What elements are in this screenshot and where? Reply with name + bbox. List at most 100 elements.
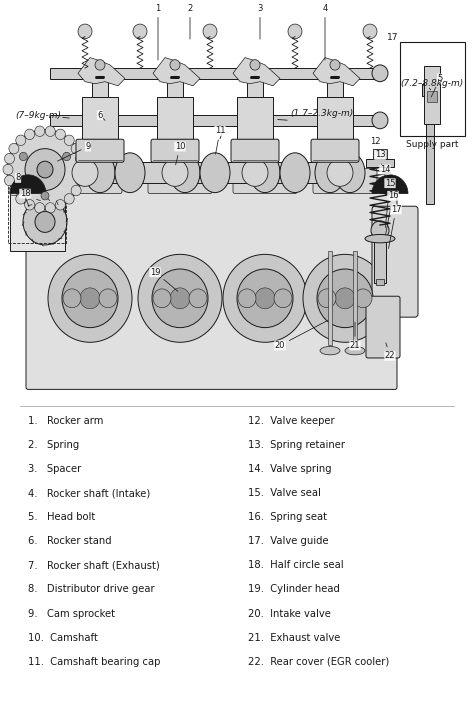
- Circle shape: [63, 152, 71, 161]
- Circle shape: [354, 289, 372, 308]
- Text: 10.  Camshaft: 10. Camshaft: [28, 633, 98, 643]
- FancyBboxPatch shape: [366, 296, 400, 358]
- Circle shape: [303, 254, 387, 342]
- Circle shape: [372, 65, 388, 82]
- Circle shape: [71, 144, 81, 154]
- Bar: [376, 279, 384, 284]
- Circle shape: [78, 24, 92, 39]
- FancyBboxPatch shape: [148, 168, 212, 194]
- Circle shape: [335, 288, 355, 309]
- Bar: [8, 182, 66, 243]
- Circle shape: [48, 254, 132, 342]
- Text: 11: 11: [215, 126, 225, 154]
- Text: 4.   Rocker shaft (Intake): 4. Rocker shaft (Intake): [28, 488, 150, 498]
- Text: 3.   Spacer: 3. Spacer: [28, 464, 81, 474]
- Circle shape: [55, 199, 65, 210]
- Text: 21.  Exhaust valve: 21. Exhaust valve: [248, 633, 340, 643]
- FancyBboxPatch shape: [76, 139, 124, 162]
- Circle shape: [99, 289, 117, 308]
- Bar: [157, 97, 193, 139]
- Text: 8.   Distributor drive gear: 8. Distributor drive gear: [28, 584, 155, 594]
- Bar: [50, 162, 360, 183]
- Circle shape: [189, 289, 207, 308]
- Text: 15.  Valve seal: 15. Valve seal: [248, 488, 321, 498]
- Circle shape: [80, 288, 100, 309]
- Bar: [427, 91, 437, 101]
- Text: 10: 10: [175, 142, 185, 165]
- Bar: [10, 183, 65, 251]
- Circle shape: [237, 269, 293, 327]
- Text: 3: 3: [257, 4, 263, 39]
- Bar: [353, 251, 357, 346]
- Circle shape: [162, 159, 188, 187]
- Wedge shape: [372, 175, 408, 194]
- Ellipse shape: [85, 153, 115, 193]
- FancyBboxPatch shape: [58, 168, 122, 194]
- Text: 6: 6: [97, 111, 105, 120]
- Circle shape: [16, 135, 26, 146]
- Text: 21: 21: [350, 322, 360, 350]
- Text: 1: 1: [155, 4, 161, 60]
- FancyBboxPatch shape: [372, 206, 418, 318]
- Circle shape: [250, 60, 260, 70]
- Text: 11.  Camshaft bearing cap: 11. Camshaft bearing cap: [28, 657, 160, 667]
- Circle shape: [238, 289, 256, 308]
- FancyBboxPatch shape: [313, 168, 377, 194]
- Circle shape: [25, 199, 35, 210]
- Text: 9: 9: [57, 142, 91, 161]
- FancyBboxPatch shape: [233, 168, 297, 194]
- Bar: [366, 159, 394, 168]
- Text: Supply part: Supply part: [406, 140, 458, 149]
- Circle shape: [75, 175, 85, 186]
- Ellipse shape: [345, 346, 365, 355]
- FancyBboxPatch shape: [231, 139, 279, 162]
- Polygon shape: [153, 58, 200, 86]
- Circle shape: [71, 185, 81, 196]
- Bar: [50, 68, 380, 79]
- Text: 20.  Intake valve: 20. Intake valve: [248, 608, 331, 619]
- Bar: [237, 97, 273, 139]
- Circle shape: [25, 149, 65, 191]
- Text: 7.   Rocker shaft (Exhaust): 7. Rocker shaft (Exhaust): [28, 560, 160, 570]
- Ellipse shape: [200, 153, 230, 193]
- Text: 14.  Valve spring: 14. Valve spring: [248, 464, 332, 474]
- Ellipse shape: [170, 153, 200, 193]
- Circle shape: [25, 129, 35, 139]
- Text: 15: 15: [385, 179, 395, 227]
- Text: 13.  Spring retainer: 13. Spring retainer: [248, 440, 345, 450]
- Circle shape: [223, 254, 307, 342]
- Text: 19.  Cylinder head: 19. Cylinder head: [248, 584, 340, 594]
- Text: 16: 16: [385, 191, 398, 235]
- Text: (7–9kg-m): (7–9kg-m): [15, 111, 61, 120]
- Text: 20: 20: [275, 320, 328, 350]
- Bar: [424, 79, 436, 84]
- Circle shape: [152, 269, 208, 327]
- Circle shape: [62, 269, 118, 327]
- FancyBboxPatch shape: [26, 181, 397, 389]
- Text: 5: 5: [431, 74, 443, 97]
- Text: 6.   Rocker stand: 6. Rocker stand: [28, 536, 111, 546]
- Bar: [426, 94, 434, 204]
- Circle shape: [170, 288, 190, 309]
- Circle shape: [4, 175, 15, 186]
- Ellipse shape: [335, 153, 365, 193]
- Bar: [328, 251, 332, 346]
- Circle shape: [3, 164, 13, 175]
- Circle shape: [327, 159, 353, 187]
- Circle shape: [7, 130, 83, 209]
- Text: 22: 22: [385, 343, 395, 360]
- Text: 17: 17: [386, 33, 398, 42]
- Text: (1.7–2.3kg-m): (1.7–2.3kg-m): [290, 108, 353, 118]
- Text: 18: 18: [20, 183, 30, 198]
- Circle shape: [363, 24, 377, 39]
- Circle shape: [288, 24, 302, 39]
- Circle shape: [317, 269, 373, 327]
- Circle shape: [371, 221, 389, 239]
- Circle shape: [9, 185, 19, 196]
- Circle shape: [64, 194, 74, 204]
- Text: 8: 8: [15, 173, 29, 207]
- Circle shape: [64, 135, 74, 146]
- Bar: [167, 77, 183, 97]
- Circle shape: [45, 126, 55, 137]
- Polygon shape: [313, 58, 360, 86]
